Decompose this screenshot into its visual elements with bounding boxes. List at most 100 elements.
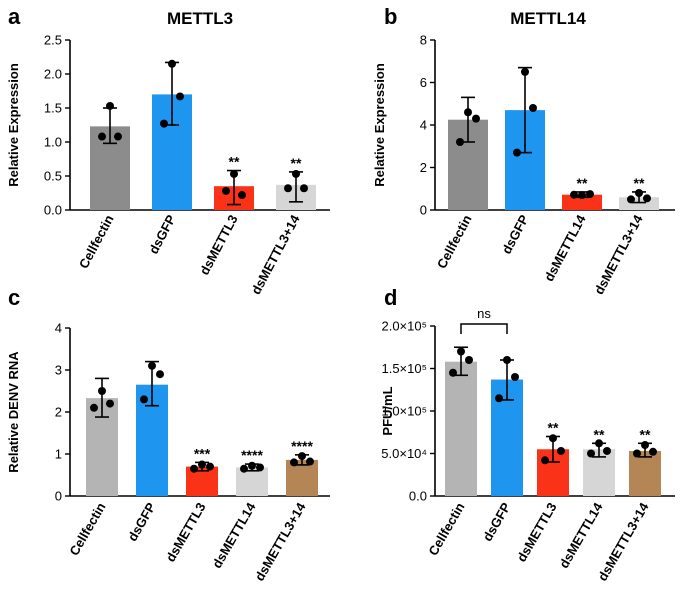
significance-label: **	[594, 426, 605, 442]
data-point	[198, 460, 206, 469]
category-label: dsMETTL14	[556, 499, 606, 570]
category-label: dsGFP	[499, 212, 532, 256]
panel-label: b	[384, 4, 397, 29]
data-point	[106, 399, 114, 408]
y-tick-label: 1.5	[44, 101, 62, 116]
data-point	[168, 59, 176, 68]
data-point	[595, 439, 603, 448]
data-point	[633, 449, 641, 458]
data-point	[206, 462, 214, 471]
data-point	[290, 458, 298, 467]
data-point	[635, 189, 643, 197]
data-point	[222, 186, 230, 195]
chart-title: METTL3	[167, 9, 233, 28]
significance-label: **	[577, 175, 588, 191]
bar-dsMETTL14	[562, 194, 602, 210]
data-point	[160, 119, 168, 128]
data-point	[557, 446, 565, 455]
data-point	[465, 356, 473, 364]
data-point	[98, 132, 106, 141]
data-point	[472, 114, 480, 123]
chart-panel-d: d 0.0 5.0×10⁴ 1.0×10⁵ 1.5×10⁵ 2.0×10⁵ PFU/mL Ce…	[380, 285, 675, 584]
data-point	[587, 449, 595, 458]
y-tick-label: 1.0	[44, 135, 62, 150]
data-point	[603, 446, 611, 455]
y-tick-label: 1	[55, 447, 62, 462]
category-label: dsMETTL3	[514, 500, 560, 564]
data-point	[156, 370, 164, 379]
data-point	[627, 195, 635, 204]
panel-label: a	[8, 4, 21, 29]
y-tick-label: 0.0	[44, 203, 62, 218]
y-axis-label: Relative DENV RNA	[6, 351, 21, 473]
chart-title: METTL14	[510, 9, 586, 28]
bar-dsMETTL14	[236, 467, 268, 496]
data-point	[521, 67, 529, 76]
y-tick-label: 2.0	[44, 67, 62, 82]
category-label: dsMETTL3+14	[248, 212, 303, 297]
data-point	[495, 394, 503, 403]
data-point	[457, 347, 465, 356]
panel-label: c	[8, 285, 20, 310]
data-point	[549, 434, 557, 443]
data-point	[649, 447, 657, 456]
data-point	[284, 184, 292, 193]
y-tick-label: 4	[420, 118, 427, 133]
significance-bracket	[460, 323, 508, 334]
data-point	[98, 387, 106, 395]
y-tick-label: 8	[420, 33, 427, 48]
data-point	[641, 441, 649, 449]
y-axis-label: Relative Expression	[372, 63, 387, 187]
data-point	[570, 190, 578, 199]
data-point	[256, 463, 264, 472]
y-axis-label: PFU/mL	[380, 386, 395, 435]
significance-label: ****	[291, 438, 313, 454]
y-tick-label: 6	[420, 75, 427, 90]
data-point	[306, 457, 314, 466]
data-point	[106, 101, 114, 110]
data-point	[586, 190, 594, 199]
data-point	[529, 104, 537, 112]
y-tick-label: 1.0×10⁵	[381, 404, 427, 419]
chart-panel-a: a METTL3 0.0 0.5 1.0 1.5 2.0 2.5 Relative Expres…	[6, 4, 330, 297]
y-tick-label: 2	[55, 405, 62, 420]
significance-label: **	[229, 154, 240, 170]
category-label: dsMETTL14	[541, 212, 589, 284]
data-point	[140, 395, 148, 404]
panel-label: d	[384, 285, 397, 310]
category-label: dsMETTL3+14	[591, 212, 646, 297]
data-point	[449, 368, 457, 377]
significance-label: ***	[194, 445, 211, 461]
y-tick-label: 0.0	[409, 489, 427, 504]
y-tick-label: 4	[55, 321, 62, 336]
data-point	[578, 191, 586, 200]
category-label: Cellfectin	[76, 212, 117, 271]
category-label: dsMETTL3+14	[595, 499, 652, 583]
data-point	[230, 169, 238, 178]
category-label: Cellfectin	[425, 500, 467, 558]
data-point	[456, 138, 464, 146]
y-tick-label: 2.5	[44, 33, 62, 48]
y-tick-label: 5.0×10⁴	[381, 446, 427, 461]
data-point	[292, 169, 300, 178]
significance-label: ****	[241, 447, 263, 463]
category-label: dsMETTL14	[209, 499, 259, 570]
data-point	[190, 464, 198, 473]
data-point	[114, 132, 122, 141]
data-point	[300, 184, 308, 193]
category-label: Cellfectin	[66, 500, 108, 558]
y-tick-label: 0	[420, 203, 427, 218]
bracket-label: ns	[477, 306, 491, 321]
chart-panel-c: c 0 1 2 3 4 Relative DENV RNA Cellfectin dsGFP **…	[6, 285, 330, 584]
data-point	[148, 361, 156, 370]
y-tick-label: 2	[420, 160, 427, 175]
data-point	[464, 108, 472, 117]
bar-Cellfectin	[445, 361, 477, 496]
significance-label: **	[548, 420, 559, 436]
category-label: dsMETTL3+14	[252, 499, 309, 583]
y-tick-label: 0.5	[44, 169, 62, 184]
data-point	[238, 191, 246, 200]
data-point	[503, 356, 511, 364]
data-point	[248, 461, 256, 470]
